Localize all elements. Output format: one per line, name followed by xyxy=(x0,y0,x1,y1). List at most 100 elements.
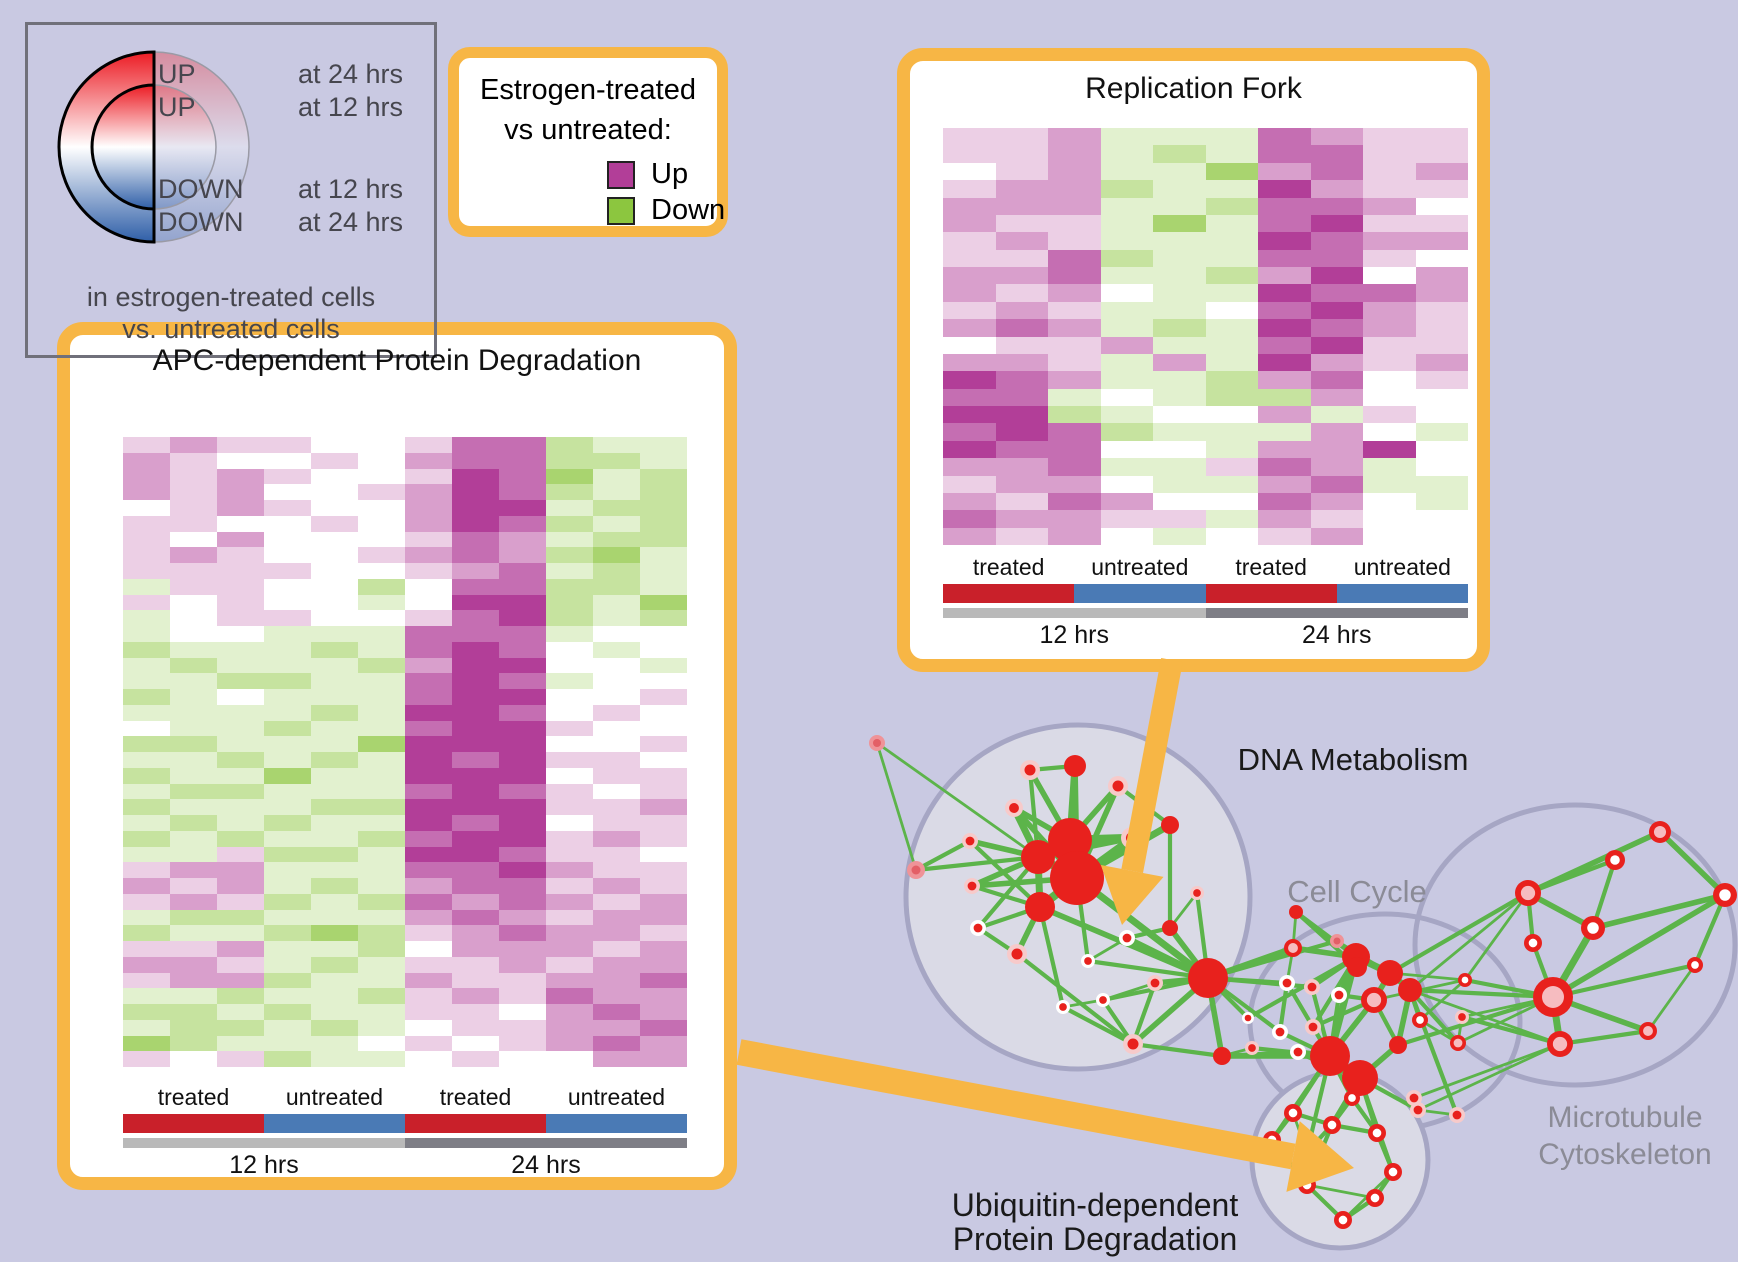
heatmap-cell xyxy=(311,547,358,563)
heatmap-cell xyxy=(499,657,546,674)
heatmap-cell xyxy=(405,641,452,658)
heatmap-cell xyxy=(217,830,264,847)
heatmap-cell xyxy=(123,988,170,1004)
heatmap-cell xyxy=(943,197,996,215)
heatmap-cell xyxy=(1310,388,1363,406)
heatmap-cell xyxy=(1205,371,1258,389)
heatmap-cell xyxy=(358,500,405,516)
heatmap-cell xyxy=(217,783,264,800)
axis-time-label: 24 hrs xyxy=(511,1151,581,1179)
heatmap-row xyxy=(123,626,687,642)
heatmap-cell xyxy=(1205,284,1258,302)
heatmap-cell xyxy=(264,720,311,737)
heatmap-row xyxy=(123,846,687,863)
heatmap-cell xyxy=(546,752,593,768)
heatmap-cell xyxy=(1100,267,1153,285)
heatmap-cell xyxy=(264,673,311,689)
scale-footer-line1: in estrogen-treated cells xyxy=(86,282,376,312)
heatmap-cell xyxy=(640,500,687,516)
heatmap-cell xyxy=(499,752,546,768)
heatmap-cell xyxy=(593,909,640,926)
heatmap-cell xyxy=(452,578,499,595)
heatmap-cell xyxy=(405,563,452,579)
heatmap-cell xyxy=(1100,388,1153,406)
heatmap-cell xyxy=(264,563,311,579)
heatmap-cell xyxy=(640,956,687,973)
heatmap-cell xyxy=(311,578,358,595)
heatmap-cell xyxy=(217,531,264,548)
heatmap-cell xyxy=(593,846,640,863)
apc-heatmap-axis: treated untreated treated untreated 12 hrs 24… xyxy=(123,1084,687,1180)
heatmap-cell xyxy=(358,1004,405,1020)
heatmap-cell xyxy=(1310,284,1363,302)
heatmap-cell xyxy=(170,909,217,926)
heatmap-cell xyxy=(452,610,499,626)
heatmap-cell xyxy=(546,626,593,642)
heatmap-cell xyxy=(499,515,546,532)
up-color-swatch xyxy=(607,160,635,189)
heatmap-cell xyxy=(995,197,1048,215)
heatmap-cell xyxy=(452,720,499,737)
heatmap-cell xyxy=(358,815,405,831)
heatmap-cell xyxy=(170,704,217,721)
heatmap-cell xyxy=(1153,527,1206,545)
heatmap-cell xyxy=(499,468,546,485)
heatmap-cell xyxy=(499,988,546,1004)
heatmap-cell xyxy=(452,956,499,973)
heatmap-cell xyxy=(358,846,405,863)
heatmap-cell xyxy=(640,815,687,831)
heatmap-cell xyxy=(264,657,311,674)
heatmap-cell xyxy=(311,673,358,689)
heatmap-cell xyxy=(1100,180,1153,198)
heatmap-cell xyxy=(123,799,170,815)
heatmap-cell xyxy=(499,547,546,563)
heatmap-cell xyxy=(170,452,217,469)
heatmap-cell xyxy=(123,767,170,784)
heatmap-cell xyxy=(170,815,217,831)
heatmap-cell xyxy=(264,830,311,847)
heatmap-cell xyxy=(405,925,452,941)
scale-word: UP xyxy=(158,59,196,89)
heatmap-cell xyxy=(1363,423,1416,441)
heatmap-cell xyxy=(264,815,311,831)
heatmap-cell xyxy=(452,515,499,532)
heatmap-cell xyxy=(217,594,264,611)
heatmap-cell xyxy=(593,783,640,800)
heatmap-cell xyxy=(1310,162,1363,181)
heatmap-row xyxy=(123,878,687,894)
heatmap-cell xyxy=(405,972,452,989)
heatmap-cell xyxy=(1100,371,1153,389)
heatmap-cell xyxy=(170,500,217,516)
axis-group-label: treated xyxy=(1235,554,1307,580)
heatmap-cell xyxy=(217,500,264,516)
heatmap-cell xyxy=(1100,197,1153,215)
heatmap-cell xyxy=(1205,423,1258,441)
heatmap-cell xyxy=(1258,145,1311,163)
heatmap-cell xyxy=(1258,406,1311,424)
heatmap-row xyxy=(123,752,687,768)
heatmap-cell xyxy=(452,673,499,689)
heatmap-cell xyxy=(264,468,311,485)
heatmap-cell xyxy=(1205,145,1258,163)
heatmap-cell xyxy=(452,783,499,800)
heatmap-cell xyxy=(264,689,311,705)
heatmap-cell xyxy=(311,783,358,800)
heatmap-cell xyxy=(546,736,593,752)
heatmap-cell xyxy=(405,752,452,768)
heatmap-cell xyxy=(217,720,264,737)
heatmap-cell xyxy=(452,925,499,941)
heatmap-cell xyxy=(1100,162,1153,181)
heatmap-cell xyxy=(1100,214,1153,233)
heatmap-cell xyxy=(1048,388,1101,406)
heatmap-row xyxy=(943,336,1468,354)
heatmap-cell xyxy=(943,371,996,389)
heatmap-cell xyxy=(1153,440,1206,459)
heatmap-cell xyxy=(1415,249,1468,267)
heatmap-cell xyxy=(593,972,640,989)
heatmap-cell xyxy=(546,925,593,941)
heatmap-cell xyxy=(1415,232,1468,250)
heatmap-cell xyxy=(1153,145,1206,163)
heatmap-cell xyxy=(593,657,640,674)
scale-word: DOWN xyxy=(158,174,244,204)
heatmap-cell xyxy=(593,1035,640,1052)
